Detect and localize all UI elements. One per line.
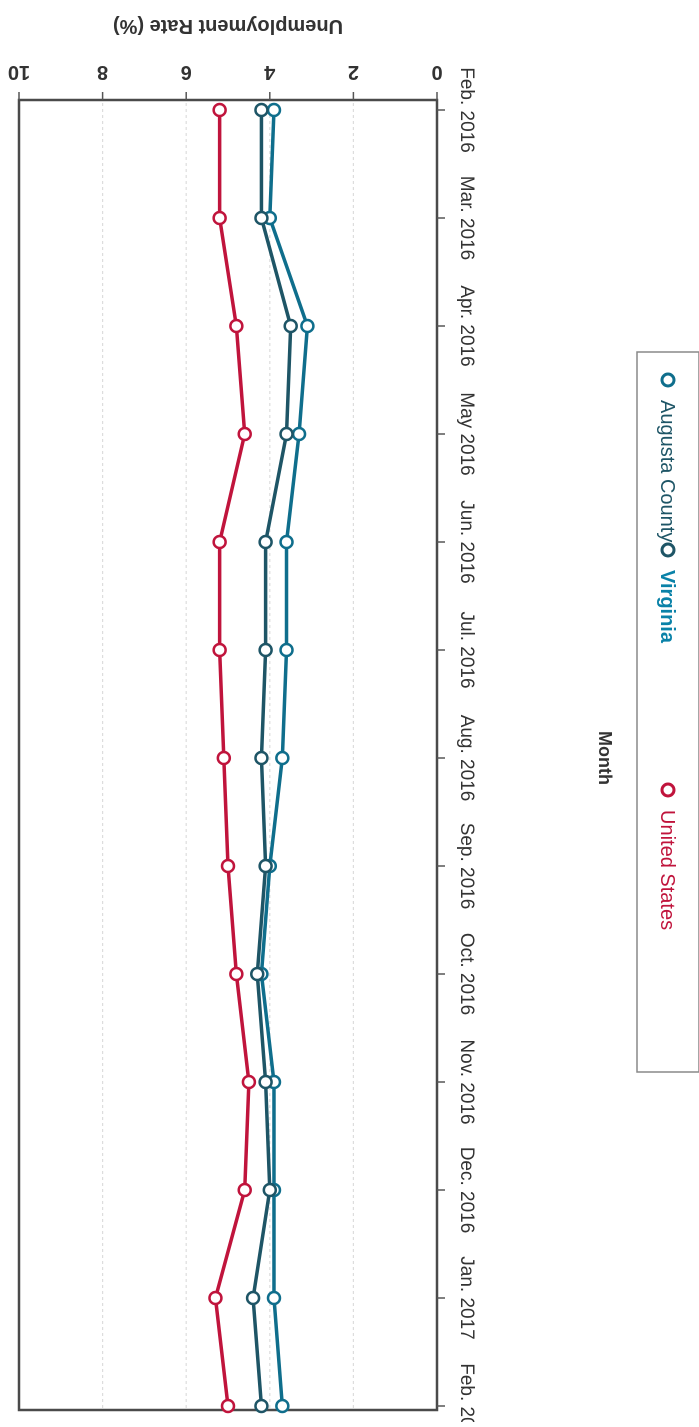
data-point [229,966,244,982]
data-point [266,102,282,118]
data-point [229,318,244,334]
data-point [279,534,294,550]
data-point [220,1398,236,1414]
x-tick-label: Nov. 2016 [456,1039,477,1124]
x-tick-label: Jan. 2017 [456,1256,477,1339]
data-point [250,966,265,982]
data-point [258,642,273,658]
x-tick-label: Jul. 2016 [456,611,477,688]
data-point [212,642,227,658]
data-point [279,642,294,658]
x-axis-ticks: Feb. 2016 Mar. 2016 Apr. 2016 May 2016 Jun. … [437,67,477,1427]
data-point [254,210,269,226]
x-axis-title: Month [595,731,615,785]
legend-box [636,351,699,1073]
x-tick-label: Sep. 2016 [456,823,477,910]
y-tick-label: 4 [263,61,275,83]
data-point [258,534,273,550]
y-tick-label: 2 [348,61,359,83]
data-point [241,1074,257,1090]
data-point [212,102,227,118]
data-point [254,750,269,766]
data-point [254,1398,269,1414]
data-point [212,534,227,550]
y-tick-label: 6 [181,61,192,83]
data-point [254,102,269,118]
legend-label: United States [656,810,678,930]
x-tick-label: Aug. 2016 [456,715,477,802]
y-tick-label: 0 [431,61,442,83]
data-point [237,426,252,442]
x-tick-label: Oct. 2016 [456,933,477,1015]
x-tick-label: Apr. 2016 [456,285,477,366]
series-united-states [208,102,257,1414]
y-tick-label: 8 [97,61,108,83]
data-point [266,1290,282,1306]
legend-label: Augusta County [656,400,678,542]
data-point [275,750,290,766]
y-axis-title: Unemployment Rate (%) [113,15,343,37]
series-lines [208,102,315,1414]
legend-marker [660,782,676,798]
x-tick-label: Dec. 2016 [456,1147,477,1234]
data-point [237,1182,252,1198]
data-point [300,318,315,334]
y-tick-label: 10 [8,61,30,83]
data-point [291,426,307,442]
legend-marker [660,542,676,558]
data-point [245,1290,261,1306]
x-tick-label: May 2016 [456,392,477,475]
data-point [275,1398,290,1414]
y-axis-ticks: 0 2 4 6 8 10 [8,61,443,100]
data-point [212,210,227,226]
x-tick-label: Jun. 2016 [456,500,477,583]
data-point [262,1182,278,1198]
data-point [216,750,232,766]
data-point [208,1290,223,1306]
legend-marker [660,372,676,388]
x-tick-label: Feb. 2017 [456,1363,477,1422]
legend-label: Virginia [656,570,678,644]
x-tick-label: Feb. 2016 [456,67,477,153]
data-point [258,1074,273,1090]
legend: Augusta County Virginia United States [636,351,699,1073]
series-virginia [245,102,298,1414]
data-point [283,318,298,334]
data-point [258,858,273,874]
x-tick-label: Mar. 2016 [456,176,477,261]
data-point [279,426,294,442]
data-point [220,858,236,874]
